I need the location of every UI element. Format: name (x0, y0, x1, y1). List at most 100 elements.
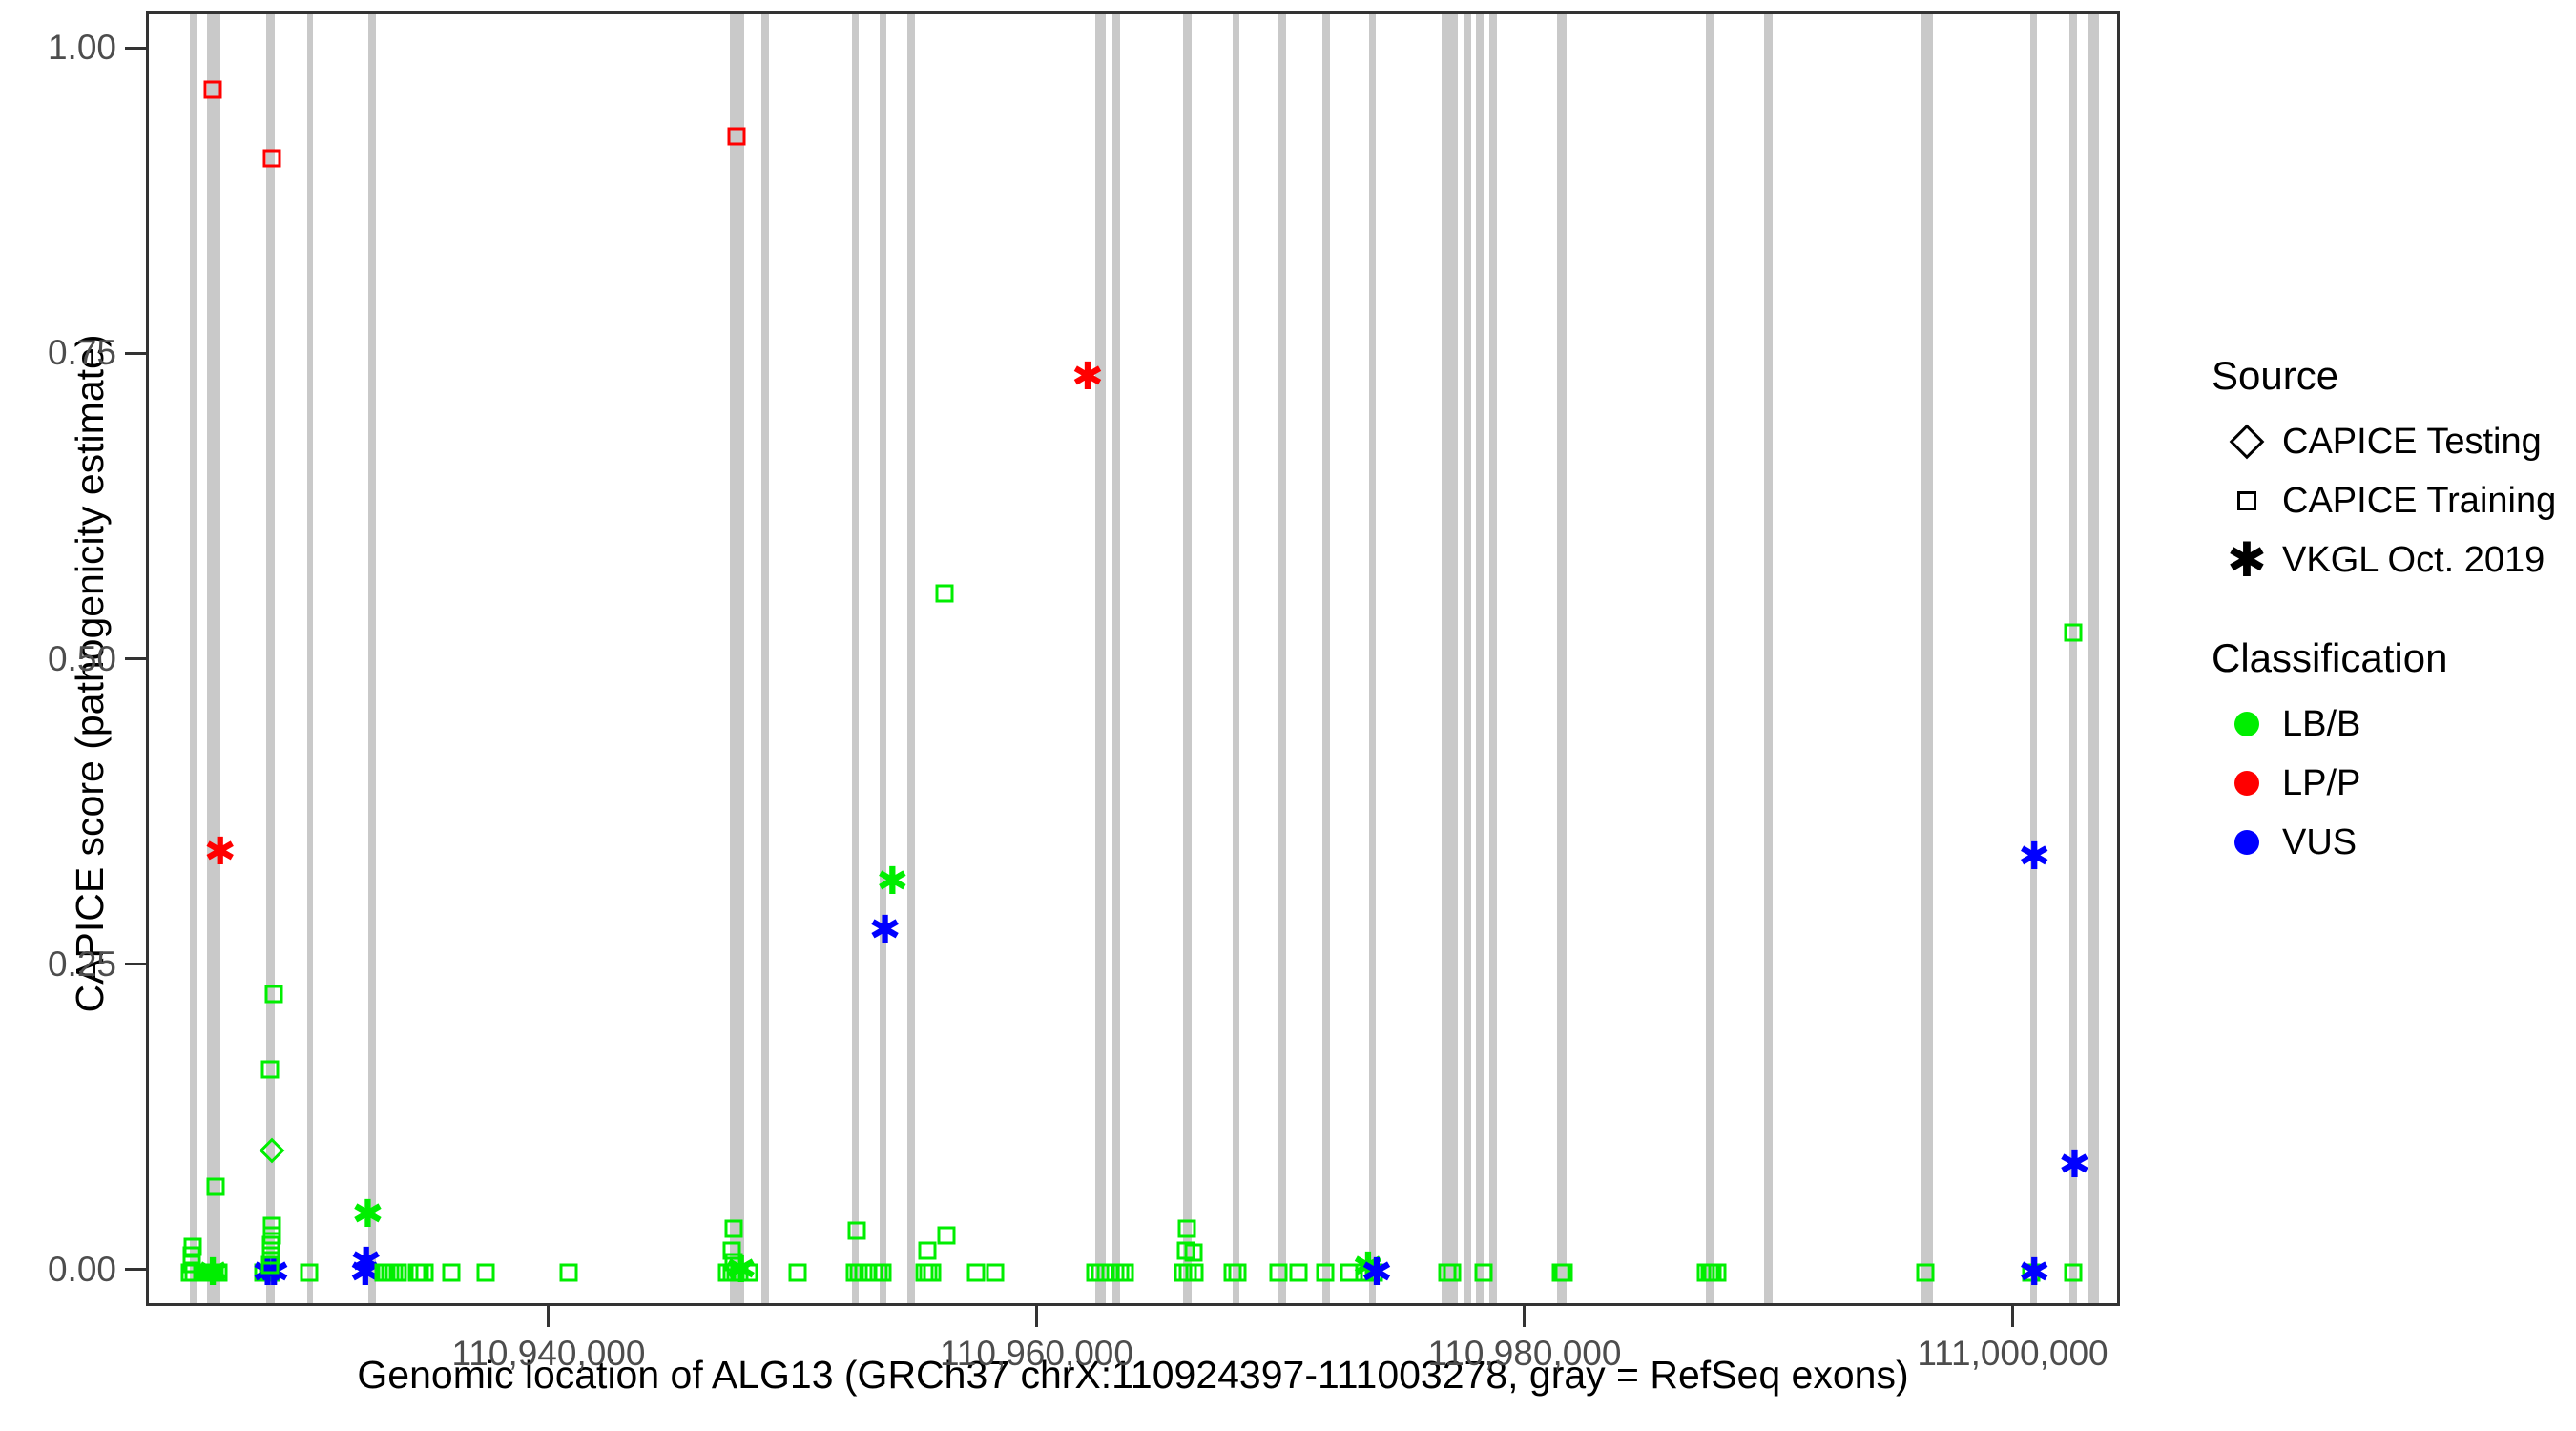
data-point (476, 1263, 495, 1282)
data-point (730, 1263, 749, 1282)
exon-band (851, 14, 860, 1303)
y-axis-tick-label: 1.00 (47, 28, 116, 68)
legend-item-source-2[interactable]: ✱ VKGL Oct. 2019 (2212, 530, 2576, 590)
data-point: ✱ (203, 830, 237, 875)
legend-item-classification-2[interactable]: VUS (2212, 813, 2576, 872)
y-axis-tick-label: 0.50 (47, 638, 116, 678)
exon-band (1764, 14, 1773, 1303)
x-axis-tick (2010, 1306, 2014, 1327)
legend-group-source: Source CAPICE Testing CAPICE Training ✱ VKG… (2212, 353, 2576, 590)
data-point (1916, 1263, 1935, 1282)
y-axis-tick-label: 0.75 (47, 333, 116, 373)
data-point: ✱ (876, 859, 908, 903)
exon-band (1556, 14, 1567, 1303)
exon-band (1322, 14, 1330, 1303)
data-point (183, 1237, 202, 1256)
data-point: ✱ (868, 908, 902, 953)
exon-band (207, 14, 221, 1303)
exon-band (1489, 14, 1497, 1303)
exon-band (368, 14, 377, 1303)
circle-icon (2234, 712, 2259, 736)
y-axis-tick (125, 351, 146, 355)
x-axis-title: Genomic location of ALG13 (GRCh37 chrX:1… (357, 1353, 1909, 1397)
data-point (724, 1253, 743, 1272)
exon-band (2088, 14, 2099, 1303)
data-point (1115, 1263, 1134, 1282)
exon-band (760, 14, 769, 1303)
legend-item-classification-0[interactable]: LB/B (2212, 695, 2576, 754)
legend-group-classification: Classification LB/B LP/P VUS (2212, 635, 2576, 872)
data-point (388, 1263, 407, 1282)
data-point (206, 1177, 225, 1196)
data-point: ✱ (1352, 1245, 1384, 1290)
data-point (847, 1221, 866, 1240)
data-point: ✱ (2058, 1142, 2091, 1187)
exon-band (1368, 14, 1377, 1303)
data-point (264, 985, 283, 1004)
y-axis-tick (125, 46, 146, 50)
data-point: ✱ (197, 1250, 229, 1295)
legend: Source CAPICE Testing CAPICE Training ✱ VKG… (2212, 353, 2576, 918)
x-axis-tick (1523, 1306, 1527, 1327)
data-point (966, 1263, 986, 1282)
data-point (259, 1137, 285, 1163)
data-point (937, 1226, 956, 1245)
x-axis-tick-label: 111,000,000 (1917, 1334, 2109, 1373)
y-axis-tick-label: 0.25 (47, 944, 116, 984)
exon-band (1464, 14, 1472, 1303)
legend-item-label: CAPICE Training (2282, 480, 2557, 521)
data-point (923, 1263, 942, 1282)
legend-item-label: VKGL Oct. 2019 (2282, 539, 2545, 580)
exon-band (879, 14, 886, 1303)
x-axis-tick (1034, 1306, 1038, 1327)
x-axis-tick-label: 110,940,000 (451, 1334, 646, 1373)
data-point (1474, 1263, 1493, 1282)
data-point (935, 584, 954, 603)
exon-band (1705, 14, 1714, 1303)
plot-area: ✱ ✱ ✱ ✱ ✱ ✱ ✱ ✱ ✱ ✱ ✱ ✱ ✱ ✱ ✱ ✱ (149, 14, 2117, 1303)
legend-item-source-0[interactable]: CAPICE Testing (2212, 412, 2576, 471)
data-point: ✱ (2018, 835, 2050, 880)
data-point (1177, 1219, 1196, 1237)
exon-band (307, 14, 314, 1303)
square-icon (2237, 491, 2256, 510)
legend-item-label: CAPICE Testing (2282, 421, 2542, 462)
exon-band (1278, 14, 1286, 1303)
legend-item-source-1[interactable]: CAPICE Training (2212, 471, 2576, 530)
data-point (2064, 1263, 2083, 1282)
legend-title-classification: Classification (2212, 635, 2448, 680)
data-point (260, 1255, 280, 1275)
legend-item-classification-1[interactable]: LP/P (2212, 754, 2576, 813)
legend-item-label: VUS (2282, 821, 2358, 862)
data-point (2064, 623, 2083, 642)
data-point (203, 80, 222, 99)
y-axis-tick (125, 1268, 146, 1272)
data-point (300, 1263, 318, 1282)
data-point (873, 1263, 892, 1282)
exon-band (729, 14, 744, 1303)
data-point (1228, 1263, 1247, 1282)
circle-icon (2234, 830, 2259, 855)
x-axis-tick-label: 110,960,000 (939, 1334, 1133, 1373)
data-point (415, 1263, 434, 1282)
y-axis-tick (125, 963, 146, 966)
data-point: ✱ (351, 1192, 384, 1237)
data-point (918, 1241, 937, 1260)
data-point (1443, 1263, 1462, 1282)
legend-key (2212, 695, 2282, 754)
data-point (2022, 1263, 2041, 1282)
exon-band (1920, 14, 1933, 1303)
exon-band (1442, 14, 1459, 1303)
legend-key: ✱ (2227, 532, 2267, 588)
exon-band (189, 14, 197, 1303)
legend-item-label: LP/P (2282, 762, 2361, 803)
data-point (262, 1216, 281, 1235)
exon-band (1095, 14, 1106, 1303)
data-point (559, 1263, 578, 1282)
data-point (442, 1263, 461, 1282)
data-point (262, 149, 281, 168)
legend-key (2212, 412, 2282, 471)
exon-band (2029, 14, 2037, 1303)
exon-band (1183, 14, 1192, 1303)
legend-key (2212, 754, 2282, 813)
